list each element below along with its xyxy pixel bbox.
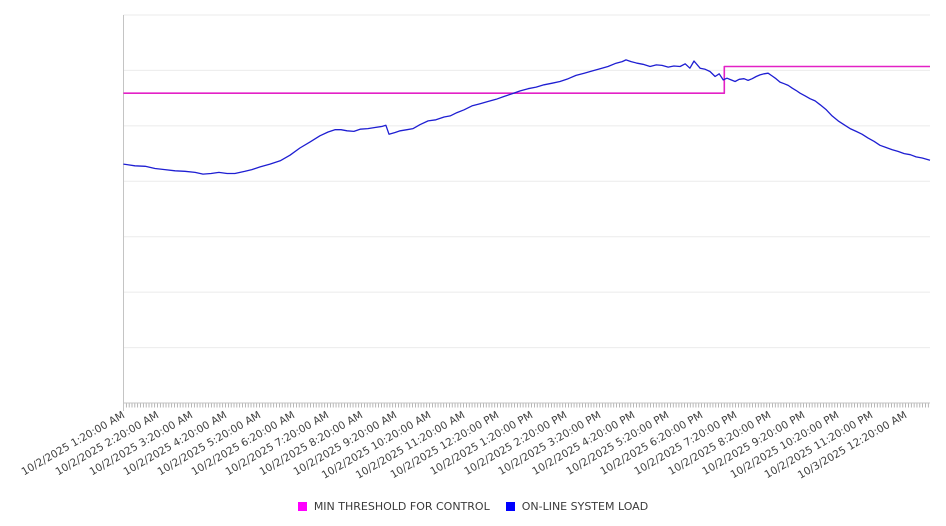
chart-legend: MIN THRESHOLD FOR CONTROL ON-LINE SYSTEM … bbox=[0, 494, 946, 518]
series-line-online-load bbox=[123, 59, 931, 175]
legend-swatch-icon bbox=[505, 501, 515, 511]
legend-label: MIN THRESHOLD FOR CONTROL bbox=[313, 499, 490, 513]
legend-label: ON-LINE SYSTEM LOAD bbox=[521, 499, 649, 513]
legend-swatch-icon bbox=[297, 501, 307, 511]
legend-item-online-load[interactable]: ON-LINE SYSTEM LOAD bbox=[505, 499, 649, 513]
legend-item-min-threshold[interactable]: MIN THRESHOLD FOR CONTROL bbox=[297, 499, 490, 513]
